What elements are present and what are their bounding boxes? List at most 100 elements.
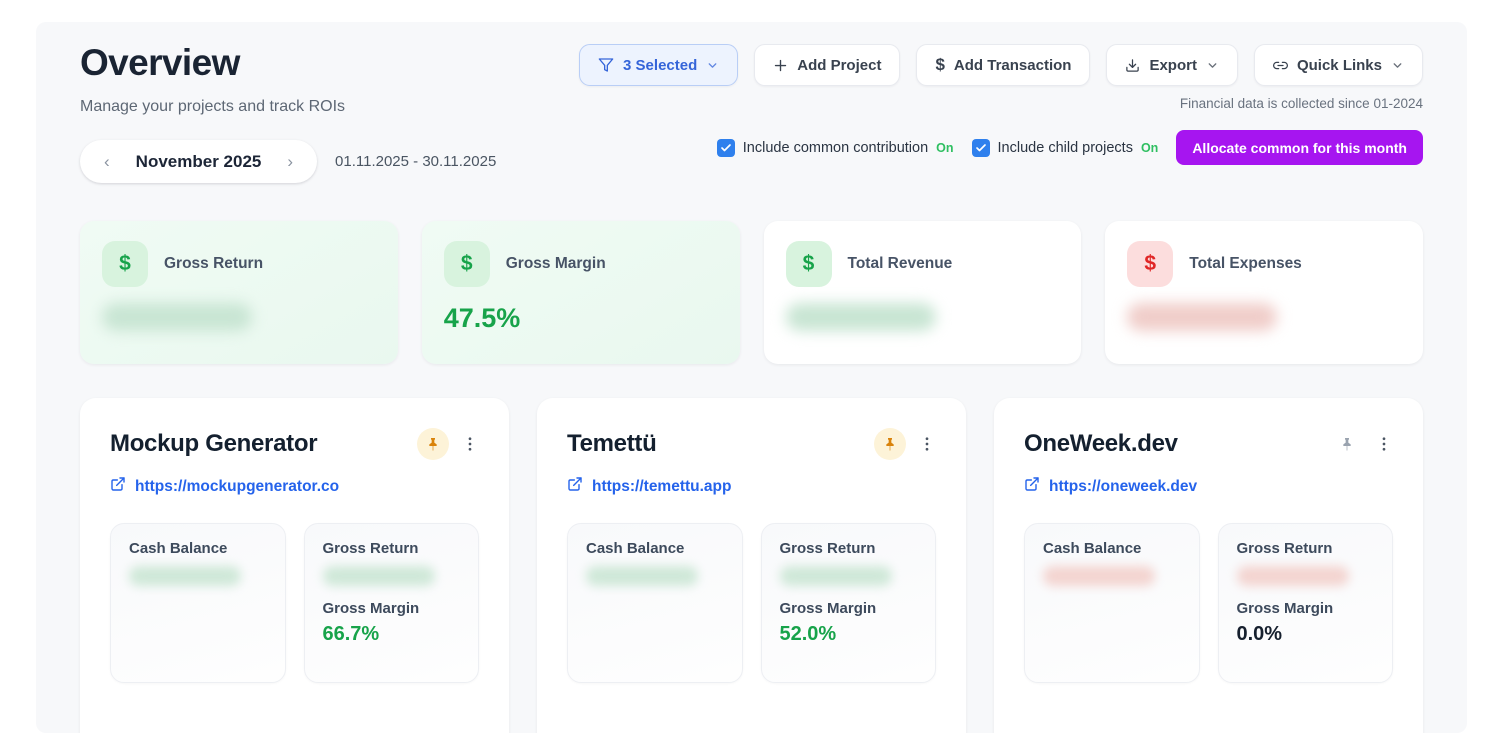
masked-value xyxy=(1127,303,1278,331)
masked-value xyxy=(1043,566,1155,586)
cash-balance-tile: Cash Balance xyxy=(110,523,286,683)
kebab-menu-icon[interactable] xyxy=(1375,435,1393,453)
project-url-link[interactable]: https://temettu.app xyxy=(567,476,936,497)
chevron-down-icon xyxy=(1206,59,1219,72)
gross-margin-label: Gross Margin xyxy=(779,600,877,617)
projects-row: Mockup Generator https://mockupgenerator… xyxy=(80,398,1423,733)
add-transaction-label: Add Transaction xyxy=(953,56,1072,74)
add-project-label: Add Project xyxy=(797,56,882,74)
checkbox-checked-icon xyxy=(716,138,735,157)
export-dropdown[interactable]: Export xyxy=(1106,44,1238,86)
project-card: Temettü https://temettu.app xyxy=(537,398,966,733)
cash-balance-label: Cash Balance xyxy=(129,540,228,557)
filter-icon xyxy=(598,57,614,73)
returns-tile: Gross Return Gross Margin 0.0% xyxy=(1217,523,1393,683)
stat-label: Total Revenue xyxy=(847,255,953,272)
project-name: OneWeek.dev xyxy=(1024,430,1178,457)
chevron-down-icon xyxy=(706,59,719,72)
export-label: Export xyxy=(1149,56,1197,74)
returns-tile: Gross Return Gross Margin 52.0% xyxy=(760,523,936,683)
stat-card-gross-return: $ Gross Return xyxy=(80,221,398,364)
filter-selected-dropdown[interactable]: 3 Selected xyxy=(579,44,739,86)
prev-month-button[interactable]: ‹ xyxy=(104,152,110,171)
filter-label: 3 Selected xyxy=(623,56,698,74)
include-child-checkbox[interactable]: Include child projects On xyxy=(971,138,1159,157)
cash-balance-tile: Cash Balance xyxy=(1024,523,1200,683)
add-project-button[interactable]: Add Project xyxy=(754,44,901,86)
project-url: https://mockupgenerator.co xyxy=(135,477,340,495)
cash-balance-tile: Cash Balance xyxy=(567,523,743,683)
project-name: Mockup Generator xyxy=(110,430,318,457)
masked-value xyxy=(779,566,892,586)
date-range-label: 01.11.2025 - 30.11.2025 xyxy=(335,153,497,170)
include-common-state: On xyxy=(936,140,954,155)
kebab-menu-icon[interactable] xyxy=(461,435,479,453)
month-navigator: ‹ November 2025 › xyxy=(80,140,318,183)
allocate-common-button[interactable]: Allocate common for this month xyxy=(1176,130,1423,165)
chevron-down-icon xyxy=(1391,59,1404,72)
add-transaction-button[interactable]: $ Add Transaction xyxy=(916,44,1091,86)
cash-balance-label: Cash Balance xyxy=(1043,540,1142,557)
link-icon xyxy=(1273,58,1288,73)
include-child-label: Include child projects xyxy=(997,139,1133,156)
stat-card-gross-margin: $ Gross Margin 47.5% xyxy=(421,221,740,364)
gross-margin-value: 52.0% xyxy=(779,623,837,645)
external-link-icon xyxy=(110,476,126,497)
project-url-link[interactable]: https://oneweek.dev xyxy=(1024,476,1393,497)
project-name: Temettü xyxy=(567,430,657,457)
include-common-label: Include common contribution xyxy=(742,139,929,156)
masked-value xyxy=(586,566,698,586)
gross-margin-label: Gross Margin xyxy=(1236,600,1334,617)
returns-tile: Gross Return Gross Margin 66.7% xyxy=(303,523,479,683)
stat-card-total-revenue: $ Total Revenue xyxy=(763,221,1082,364)
download-icon xyxy=(1125,58,1140,73)
project-card: Mockup Generator https://mockupgenerator… xyxy=(80,398,509,733)
quick-links-label: Quick Links xyxy=(1296,56,1382,74)
dollar-icon: $ xyxy=(1127,241,1174,287)
gross-margin-value: 66.7% xyxy=(322,623,380,645)
month-label: November 2025 xyxy=(135,151,262,171)
dollar-icon: $ xyxy=(102,241,148,287)
page-title: Overview xyxy=(80,42,240,83)
project-card: OneWeek.dev https://oneweek.dev xyxy=(994,398,1423,733)
pin-icon[interactable] xyxy=(417,428,449,460)
plus-icon xyxy=(773,58,788,73)
stat-label: Total Expenses xyxy=(1189,255,1302,272)
quick-links-dropdown[interactable]: Quick Links xyxy=(1253,44,1423,86)
project-url: https://temettu.app xyxy=(592,477,732,495)
stat-card-total-expenses: $ Total Expenses xyxy=(1105,221,1423,364)
page-subtitle: Manage your projects and track ROIs xyxy=(80,98,346,115)
project-url: https://oneweek.dev xyxy=(1049,477,1198,495)
stat-label: Gross Return xyxy=(164,255,264,272)
include-common-checkbox[interactable]: Include common contribution On xyxy=(716,138,954,157)
gross-margin-label: Gross Margin xyxy=(322,600,420,617)
external-link-icon xyxy=(567,476,583,497)
pin-icon[interactable] xyxy=(874,428,906,460)
include-child-state: On xyxy=(1140,140,1159,155)
masked-value xyxy=(102,303,252,331)
gross-return-label: Gross Return xyxy=(779,540,876,557)
masked-value xyxy=(322,566,435,586)
cash-balance-label: Cash Balance xyxy=(586,540,685,557)
overview-page: Overview 3 Selected Add Project $ Add Tr… xyxy=(36,22,1467,733)
gross-return-label: Gross Return xyxy=(1236,540,1333,557)
checkbox-checked-icon xyxy=(971,138,990,157)
dollar-icon: $ xyxy=(443,241,490,287)
dollar-icon: $ xyxy=(935,55,945,74)
financial-note: Financial data is collected since 01-202… xyxy=(1179,96,1423,111)
masked-value xyxy=(1236,566,1349,586)
masked-value xyxy=(129,566,241,586)
masked-value xyxy=(785,303,936,331)
pin-icon[interactable] xyxy=(1331,428,1363,460)
toolbar: 3 Selected Add Project $ Add Transaction xyxy=(579,44,1423,86)
kebab-menu-icon[interactable] xyxy=(918,435,936,453)
next-month-button[interactable]: › xyxy=(287,152,294,171)
stats-row: $ Gross Return $ Gross Margin 47.5% $ To… xyxy=(80,221,1423,364)
gross-margin-value: 0.0% xyxy=(1236,623,1283,645)
project-url-link[interactable]: https://mockupgenerator.co xyxy=(110,476,479,497)
external-link-icon xyxy=(1024,476,1040,497)
gross-return-label: Gross Return xyxy=(322,540,419,557)
stat-value: 47.5% xyxy=(443,303,521,333)
stat-label: Gross Margin xyxy=(505,255,606,272)
dollar-icon: $ xyxy=(785,241,832,287)
